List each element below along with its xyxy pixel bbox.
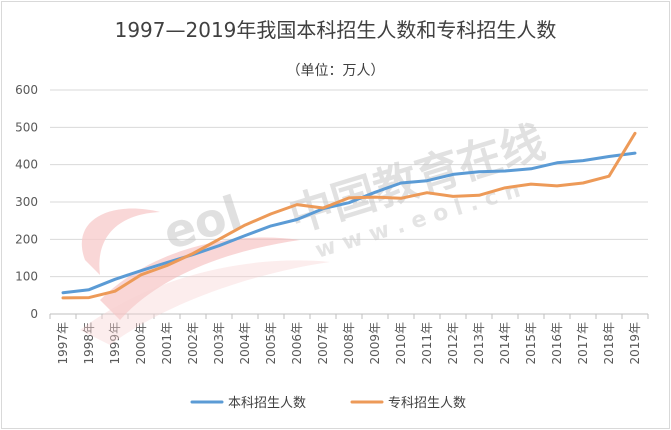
x-tick-label: 2012年 [446,322,460,365]
x-tick-label: 2019年 [628,322,642,365]
y-tick-label: 100 [15,270,38,284]
x-tick-label: 1998年 [82,322,96,365]
y-tick-label: 500 [15,120,38,134]
y-tick-label: 200 [15,232,38,246]
x-tick-label: 1997年 [56,322,70,365]
y-tick-label: 600 [15,83,38,97]
watermark-logo: eol [80,185,330,345]
x-tick-label: 2005年 [264,322,278,365]
x-tick-label: 2014年 [498,322,512,365]
x-tick-label: 2015年 [524,322,538,365]
y-tick-label: 300 [15,195,38,209]
watermark: eol 中国教育在线 w w w . e o l . c n [80,117,551,345]
chart-title: 1997—2019年我国本科招生人数和专科招生人数 [114,18,557,42]
x-tick-label: 2016年 [550,322,564,365]
x-tick-label: 2002年 [186,322,200,365]
x-tick-label: 2013年 [472,322,486,365]
y-tick-label: 0 [30,307,38,321]
x-tick-label: 2004年 [238,322,252,365]
legend-label-1: 专科招生人数 [388,396,466,411]
legend: 本科招生人数 专科招生人数 [190,396,466,411]
x-tick-label: 2000年 [134,322,148,365]
x-tick-label: 2001年 [160,322,174,365]
y-tick-label: 400 [15,158,38,172]
x-tick-label: 2006年 [290,322,304,365]
series-lines [61,131,637,300]
x-tick-label: 2008年 [342,322,356,365]
x-tick-label: 1999年 [108,322,122,365]
x-tick-label: 2011年 [420,322,434,365]
chart-subtitle: （单位：万人） [286,63,385,79]
x-tick-label: 2018年 [602,322,616,365]
x-tick-label: 2003年 [212,322,226,365]
x-axis: 1997年 1998年 1999年 2000年 2001年 2002年 2003年 2004年… [49,313,649,365]
y-axis-ticks: 0 100 200 300 400 500 600 [15,83,38,321]
x-tick-label: 2009年 [368,322,382,365]
x-tick-label: 2010年 [394,322,408,365]
x-tick-label: 2017年 [576,322,590,365]
legend-label-0: 本科招生人数 [228,396,306,411]
x-tick-label: 2007年 [316,322,330,365]
